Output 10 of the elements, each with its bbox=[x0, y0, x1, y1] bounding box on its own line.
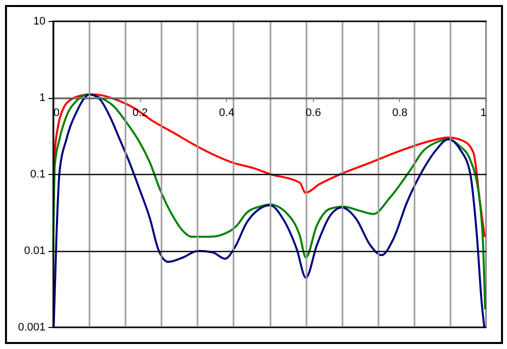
x-tick-label: 0.8 bbox=[392, 107, 408, 119]
x-tick-label: 0.6 bbox=[306, 107, 321, 119]
y-tick-label: 0.001 bbox=[18, 322, 46, 334]
y-tick-label: 0.1 bbox=[30, 168, 46, 180]
x-tick-label: 0.4 bbox=[219, 107, 234, 119]
y-tick-label: 0.01 bbox=[24, 245, 46, 257]
x-tick-label: 1 bbox=[480, 107, 486, 119]
x-tick-label: 0 bbox=[54, 107, 60, 119]
y-tick-label: 1 bbox=[39, 92, 46, 104]
y-tick-label: 10 bbox=[33, 16, 46, 28]
